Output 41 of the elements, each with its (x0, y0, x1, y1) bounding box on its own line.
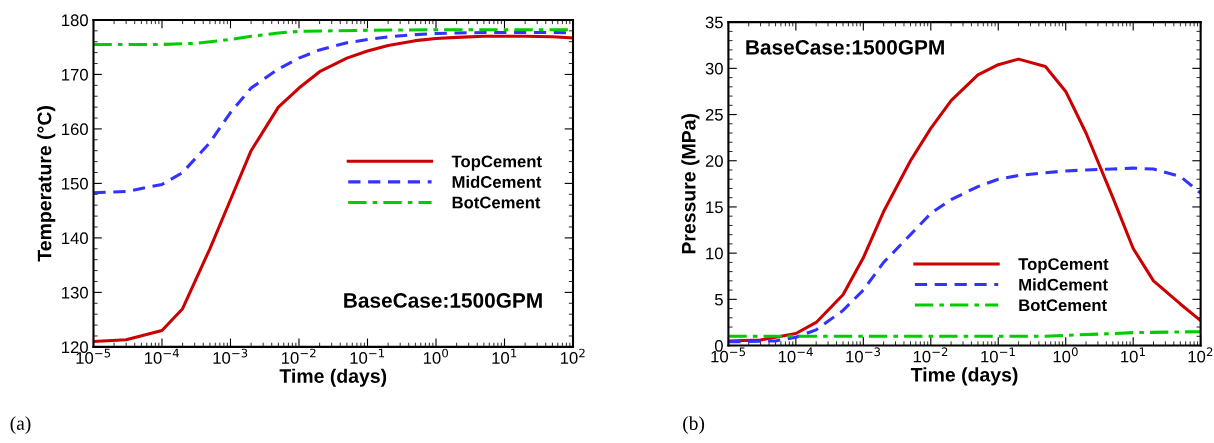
y-tick-label: 10 (706, 247, 723, 260)
x-tick-label: 10$^{−2}$ (282, 348, 316, 364)
x-tick-label: 10$^{0}$ (423, 348, 449, 364)
x-tick-label: 10$^{1}$ (492, 348, 517, 364)
x-tick-label: 10$^{0}$ (1053, 347, 1078, 363)
y-tick-label: 150 (62, 177, 88, 190)
legend-label: TopCement (451, 155, 542, 171)
x-tick-label: 10$^{1}$ (1121, 347, 1145, 363)
x-tick-label: 10$^{−3}$ (213, 348, 248, 364)
y-axis-title: Temperature (°C) (37, 106, 56, 262)
y-tick-label: 130 (62, 286, 88, 299)
y-tick-label: 15 (706, 201, 723, 214)
legend-label: BotCement (452, 196, 541, 209)
x-tick-label: 10$^{2}$ (1188, 347, 1213, 363)
x-tick-label: 10$^{−2}$ (913, 347, 948, 363)
x-axis-title: Time (days) (279, 368, 387, 387)
y-tick-label: 20 (705, 155, 723, 167)
x-tick-label: 10$^{−1}$ (350, 348, 385, 364)
text: (a) (10, 416, 31, 434)
x-axis-title: Time (days) (910, 367, 1018, 386)
y-tick-label: 5 (714, 293, 723, 306)
annotation: BaseCase:1500GPM (746, 39, 944, 55)
x-tick-label: 10$^{−4}$ (145, 348, 179, 364)
x-tick-label: 10$^{−4}$ (778, 347, 813, 363)
text: (b) (683, 416, 705, 434)
y-tick-label: 25 (705, 108, 723, 121)
y-tick-label: 30 (705, 62, 723, 75)
y-tick-label: 35 (705, 16, 723, 29)
legend-label: MidCement (452, 175, 542, 188)
x-tick-label: 10$^{−1}$ (981, 347, 1015, 363)
legend-label: TopCement (1018, 258, 1109, 274)
y-tick-label: 180 (62, 14, 88, 27)
y-tick-label: 140 (62, 232, 88, 245)
legend-label: BotCement (1019, 299, 1107, 312)
x-tick-label: 10$^{−3}$ (846, 347, 881, 363)
annotation: BaseCase:1500GPM (344, 293, 542, 308)
y-tick-label: 160 (62, 123, 88, 136)
y-axis-title: Pressure (MPa) (681, 114, 700, 254)
legend-label: MidCement (1019, 278, 1108, 291)
y-tick-label: 170 (62, 68, 88, 81)
x-tick-label: 10$^{2}$ (560, 348, 585, 364)
